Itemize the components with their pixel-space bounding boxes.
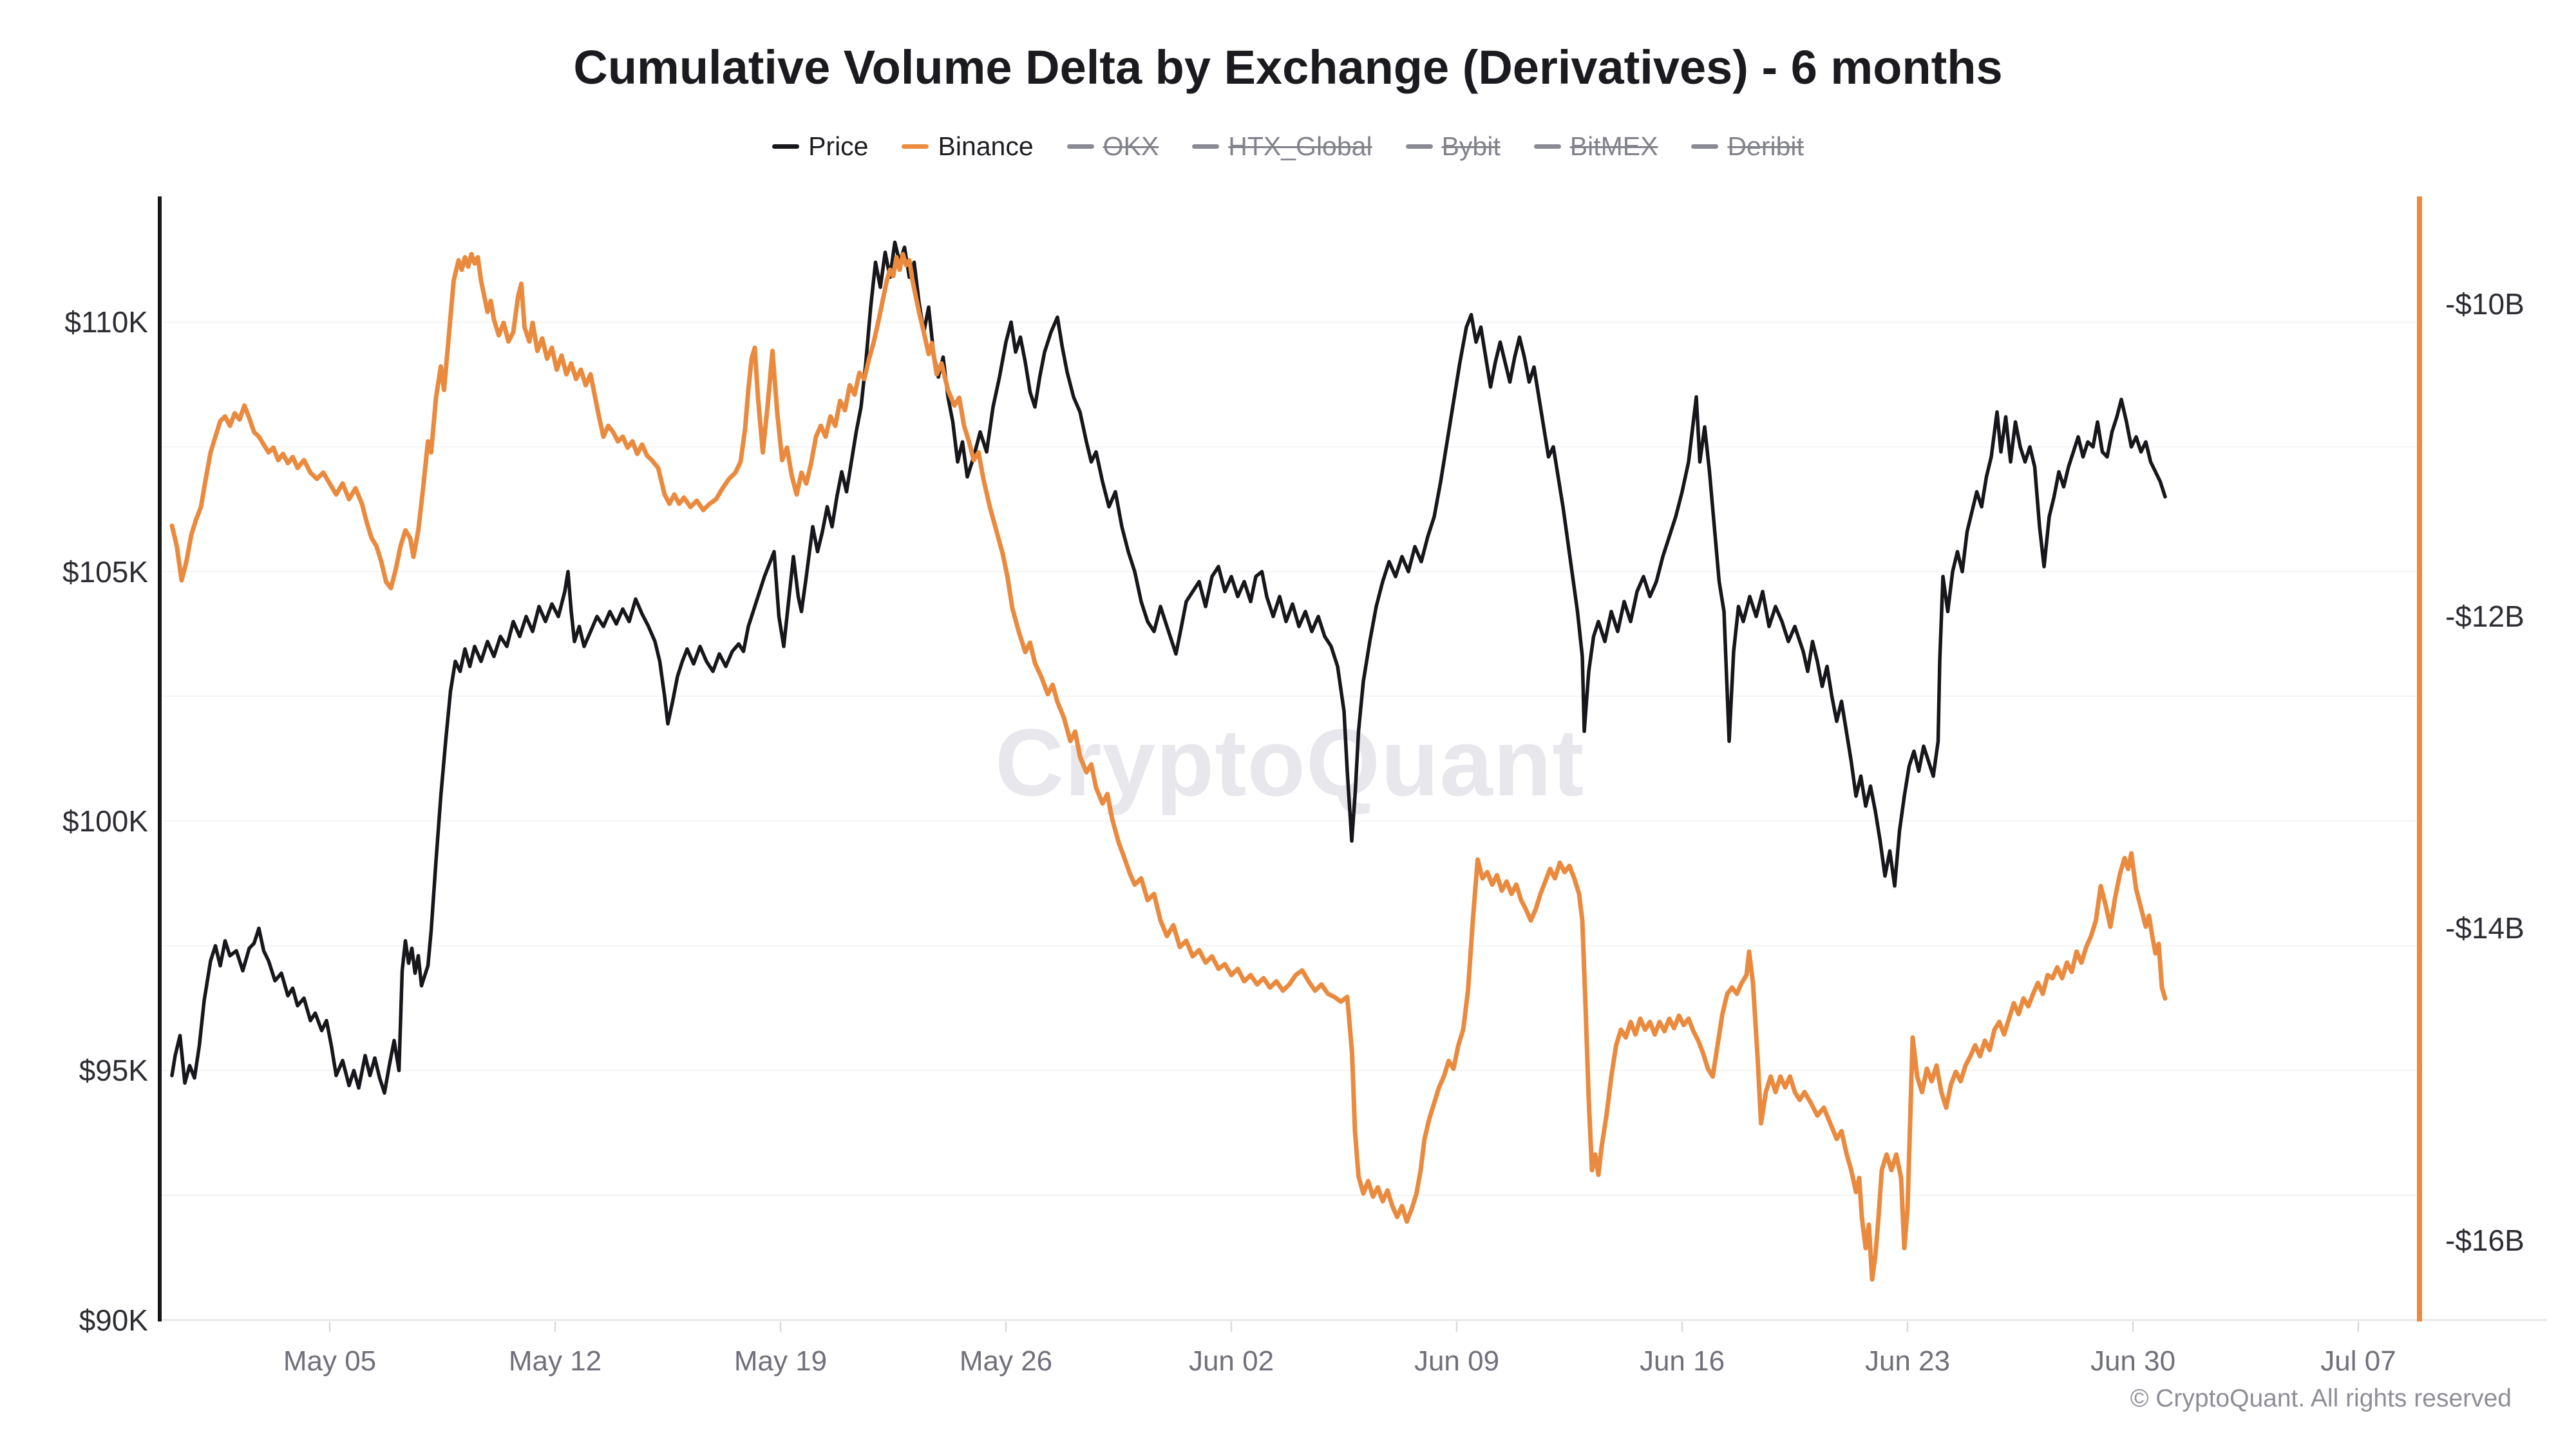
legend-item-okx[interactable]: OKX bbox=[1066, 131, 1159, 162]
left-axis-spine bbox=[158, 196, 162, 1321]
right-axis-spine bbox=[2417, 196, 2422, 1321]
series-line-price bbox=[170, 240, 2167, 1095]
legend-item-binance[interactable]: Binance bbox=[902, 131, 1034, 162]
legend-label: OKX bbox=[1103, 131, 1159, 161]
left-axis-label: $100K bbox=[62, 804, 148, 838]
chart-title: Cumulative Volume Delta by Exchange (Der… bbox=[573, 41, 2003, 94]
right-axis-label: -$12B bbox=[2445, 600, 2524, 633]
legend-swatch-bybit bbox=[1405, 144, 1433, 149]
legend-label: BitMEX bbox=[1569, 131, 1658, 161]
x-axis-label: Jun 23 bbox=[1864, 1345, 1951, 1377]
legend-swatch-binance bbox=[902, 144, 929, 149]
x-axis-label: May 05 bbox=[283, 1345, 377, 1377]
x-axis-label: May 26 bbox=[959, 1345, 1053, 1377]
legend-item-bybit[interactable]: Bybit bbox=[1405, 131, 1501, 162]
x-axis-label: Jun 09 bbox=[1414, 1345, 1500, 1377]
left-axis-label: $90K bbox=[79, 1303, 148, 1337]
legend-swatch-htx_global bbox=[1192, 144, 1220, 149]
legend-label: HTX_Global bbox=[1228, 131, 1372, 161]
x-axis-label: Jun 16 bbox=[1639, 1345, 1725, 1377]
legend-swatch-price bbox=[772, 144, 800, 149]
right-axis-label: -$10B bbox=[2445, 287, 2524, 321]
legend-label: Deribit bbox=[1727, 131, 1804, 161]
copyright-text: © CryptoQuant. All rights reserved bbox=[2130, 1385, 2512, 1412]
left-axis-label: $95K bbox=[79, 1054, 148, 1087]
x-axis-label: Jun 02 bbox=[1188, 1345, 1274, 1377]
legend-label: Binance bbox=[938, 131, 1034, 161]
right-axis-label: -$16B bbox=[2445, 1224, 2524, 1257]
legend-item-deribit[interactable]: Deribit bbox=[1691, 131, 1804, 162]
legend-item-htx_global[interactable]: HTX_Global bbox=[1192, 131, 1372, 162]
legend-item-bitmex[interactable]: BitMEX bbox=[1533, 131, 1658, 162]
series-line-binance bbox=[169, 252, 2168, 1282]
legend-swatch-deribit bbox=[1691, 144, 1719, 149]
legend-label: Price bbox=[808, 131, 869, 161]
left-axis-label: $110K bbox=[64, 305, 148, 339]
left-axis-label: $105K bbox=[62, 555, 148, 589]
x-axis-label: Jun 30 bbox=[2090, 1345, 2176, 1377]
legend: Price Binance OKX HTX_Global Bybit BitMEX Deri… bbox=[0, 126, 2576, 166]
legend-item-price[interactable]: Price bbox=[772, 131, 868, 162]
watermark: CryptoQuant bbox=[995, 710, 1585, 816]
legend-label: Bybit bbox=[1441, 131, 1501, 161]
legend-swatch-okx bbox=[1066, 144, 1094, 149]
legend-swatch-bitmex bbox=[1533, 144, 1561, 149]
right-axis-label: -$14B bbox=[2445, 911, 2524, 945]
x-axis-label: May 19 bbox=[734, 1345, 828, 1377]
x-axis-label: Jul 07 bbox=[2320, 1345, 2396, 1377]
x-axis-label: May 12 bbox=[508, 1345, 602, 1377]
